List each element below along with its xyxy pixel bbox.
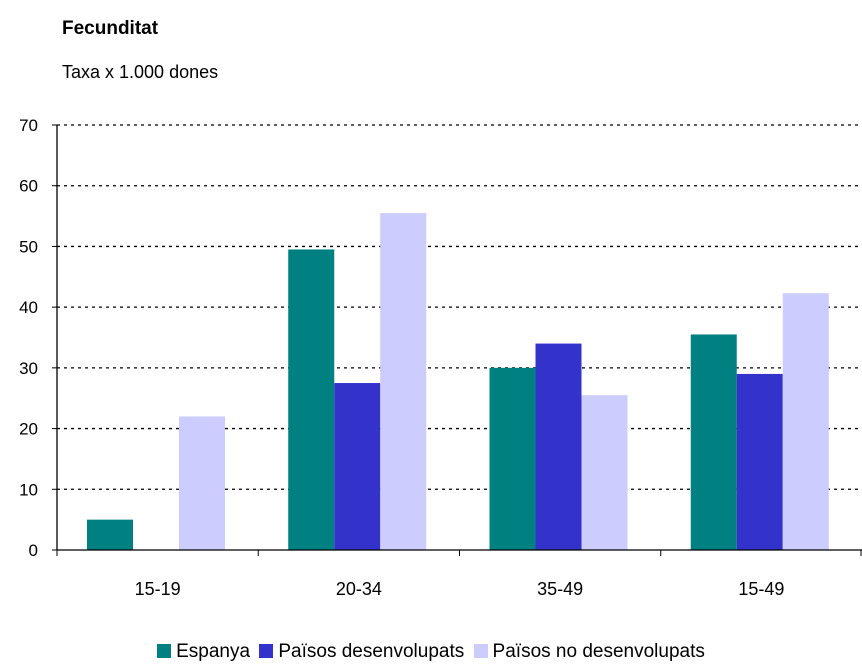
x-tick-label: 15-19 (135, 579, 181, 599)
bar (535, 343, 582, 550)
bar (581, 395, 628, 550)
bar (380, 213, 427, 551)
y-tick-label: 60 (19, 177, 38, 196)
y-tick-label: 30 (19, 359, 38, 378)
bar (489, 367, 536, 550)
legend-item-espanya: Espanya (157, 641, 250, 663)
x-tick-label: 35-49 (537, 579, 583, 599)
legend-item-paisos-desenvolupats: Països desenvolupats (259, 641, 464, 663)
chart-title: Fecunditat (62, 18, 159, 39)
y-tick-label: 10 (19, 480, 38, 499)
legend-item-paisos-no-desenvolupats: Països no desenvolupats (473, 641, 705, 663)
x-tick-label: 15-49 (738, 579, 784, 599)
legend-label-paisos-desenvolupats: Països desenvolupats (278, 641, 465, 662)
bar (736, 373, 783, 550)
legend: Espanya Països desenvolupats Països no d… (0, 641, 862, 663)
bar (782, 293, 829, 550)
bar (288, 249, 335, 550)
bar (179, 416, 225, 550)
legend-swatch-espanya (157, 644, 172, 658)
legend-label-paisos-no-desenvolupats: Països no desenvolupats (492, 641, 705, 662)
y-tick-label: 0 (29, 541, 38, 560)
legend-label-espanya: Espanya (176, 641, 251, 662)
legend-swatch-paisos-desenvolupats (259, 644, 274, 658)
bar (690, 334, 737, 550)
legend-swatch-paisos-no-desenvolupats (473, 644, 488, 658)
bar-chart: 0 10 20 30 40 50 60 70 15-19 20-34 35-49 15-49 (19, 116, 862, 599)
x-tick-label: 20-34 (336, 579, 382, 599)
bar (334, 383, 381, 550)
y-tick-label: 20 (19, 420, 38, 439)
chart-subtitle: Taxa x 1.000 dones (62, 62, 219, 82)
bar (87, 519, 133, 550)
y-tick-label: 70 (19, 116, 38, 135)
y-tick-label: 40 (19, 298, 38, 317)
y-tick-label: 50 (19, 237, 38, 256)
